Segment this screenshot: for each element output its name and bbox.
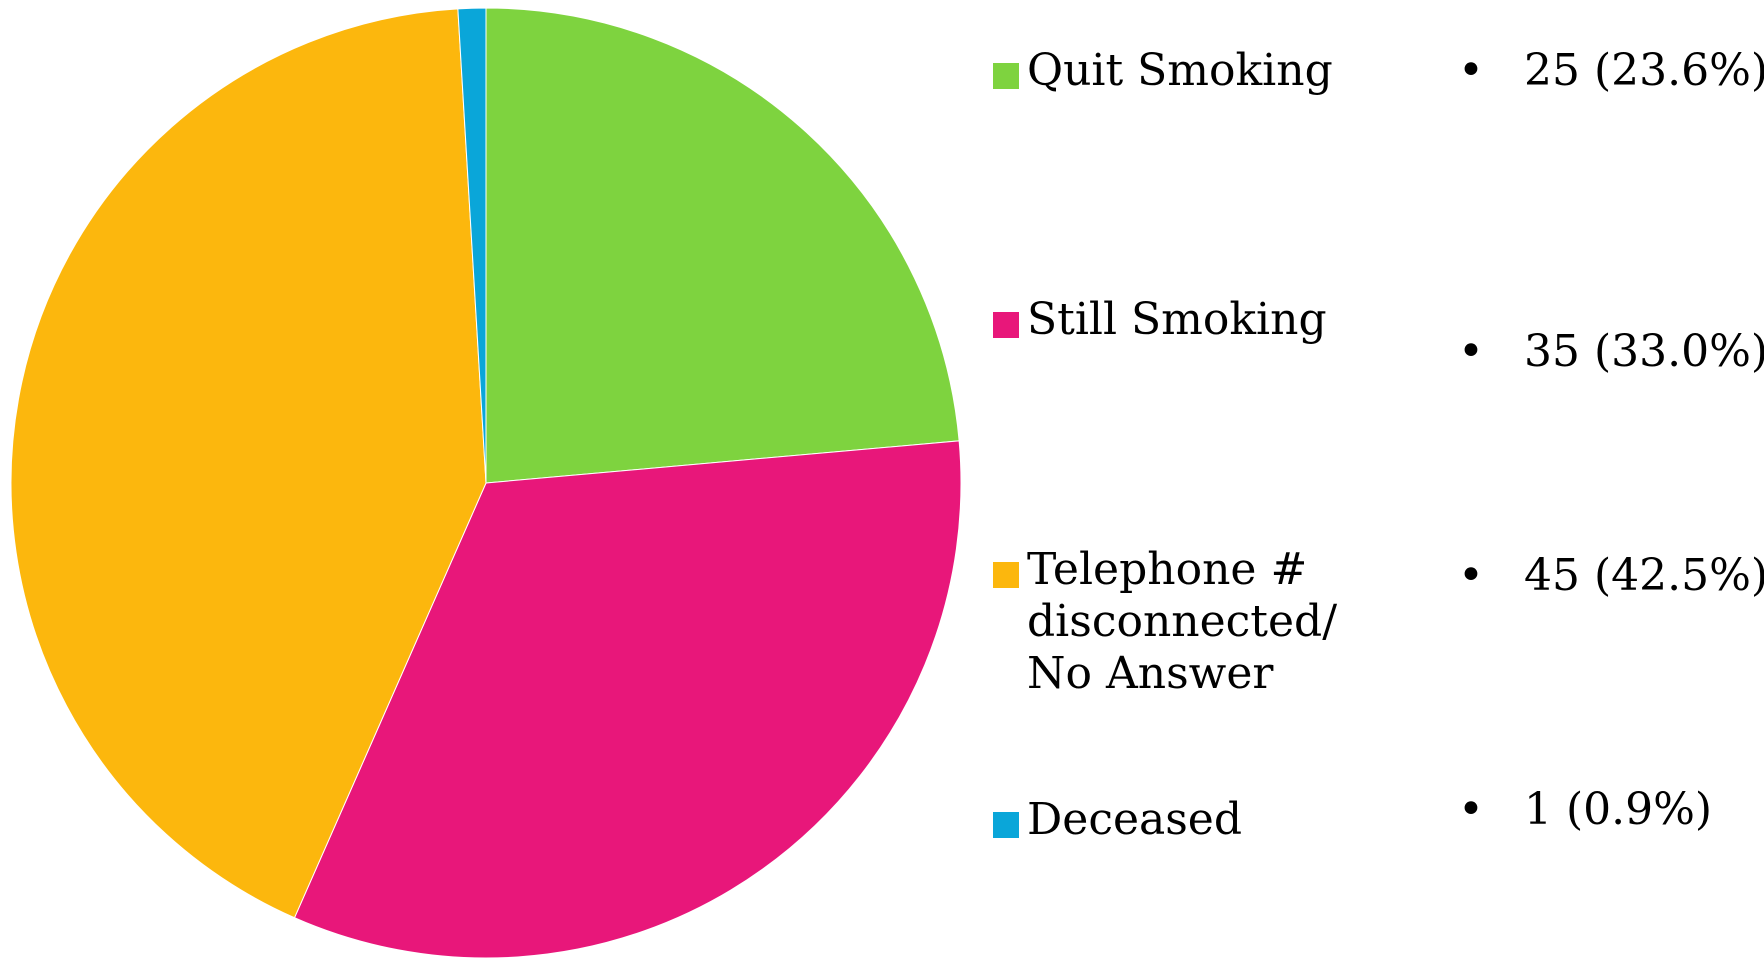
slice-quit-smoking [485,7,960,484]
slice-deceased [457,7,487,484]
slice-still-smoking [293,440,962,959]
slice-telephone-disconnected [10,8,487,919]
pie-slices [10,7,962,959]
